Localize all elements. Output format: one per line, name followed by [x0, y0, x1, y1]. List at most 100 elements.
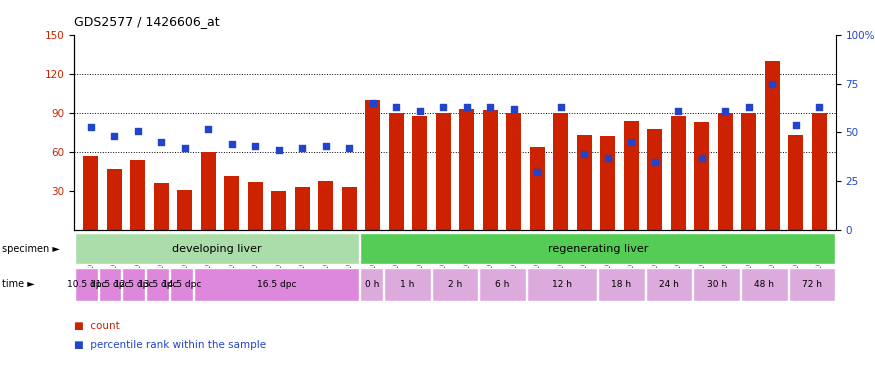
Bar: [177, 190, 192, 230]
Bar: [154, 184, 169, 230]
Point: [154, 139, 168, 146]
Bar: [600, 136, 615, 230]
Point: [742, 104, 756, 110]
Bar: [670, 116, 686, 230]
Point: [648, 159, 662, 165]
Point: [530, 169, 544, 175]
Point: [201, 126, 215, 132]
Bar: [360, 233, 835, 264]
Text: 1 h: 1 h: [400, 280, 415, 289]
Text: 48 h: 48 h: [754, 280, 774, 289]
Point: [601, 155, 615, 161]
Text: GDS2577 / 1426606_at: GDS2577 / 1426606_at: [74, 15, 220, 28]
Point: [483, 104, 497, 110]
Bar: [459, 109, 474, 230]
Text: 16.5 dpc: 16.5 dpc: [257, 280, 297, 289]
Bar: [388, 113, 404, 230]
Point: [225, 141, 239, 147]
Bar: [248, 182, 262, 230]
Text: ■  count: ■ count: [74, 321, 120, 331]
Bar: [811, 113, 827, 230]
Point: [366, 100, 380, 106]
Bar: [193, 268, 360, 301]
Point: [413, 108, 427, 114]
Bar: [318, 181, 333, 230]
Text: 18 h: 18 h: [612, 280, 632, 289]
Bar: [741, 113, 756, 230]
Text: 13.5 dpc: 13.5 dpc: [138, 280, 178, 289]
Bar: [788, 135, 803, 230]
Bar: [480, 268, 526, 301]
Text: 11.5 dpc: 11.5 dpc: [90, 280, 130, 289]
Bar: [75, 233, 360, 264]
Bar: [83, 156, 99, 230]
Point: [248, 143, 262, 149]
Bar: [553, 113, 569, 230]
Bar: [99, 268, 122, 301]
Bar: [598, 268, 645, 301]
Bar: [360, 268, 383, 301]
Text: 10.5 dpc: 10.5 dpc: [66, 280, 106, 289]
Point: [178, 145, 192, 151]
Point: [578, 151, 592, 157]
Text: time ►: time ►: [2, 279, 34, 289]
Bar: [200, 152, 216, 230]
Bar: [123, 268, 145, 301]
Bar: [146, 268, 169, 301]
Point: [108, 133, 122, 139]
Bar: [527, 268, 598, 301]
Bar: [170, 268, 192, 301]
Point: [788, 122, 802, 128]
Point: [437, 104, 451, 110]
Bar: [506, 113, 522, 230]
Text: 72 h: 72 h: [802, 280, 822, 289]
Point: [342, 145, 356, 151]
Bar: [341, 187, 357, 230]
Bar: [295, 187, 310, 230]
Bar: [107, 169, 122, 230]
Point: [389, 104, 403, 110]
Text: 30 h: 30 h: [707, 280, 727, 289]
Bar: [529, 147, 545, 230]
Text: 6 h: 6 h: [495, 280, 510, 289]
Text: ■  percentile rank within the sample: ■ percentile rank within the sample: [74, 340, 267, 350]
Bar: [75, 268, 98, 301]
Bar: [130, 160, 145, 230]
Bar: [648, 129, 662, 230]
Point: [766, 81, 780, 87]
Bar: [765, 61, 780, 230]
Point: [272, 147, 286, 153]
Text: 0 h: 0 h: [365, 280, 379, 289]
Text: 12 h: 12 h: [552, 280, 572, 289]
Point: [507, 106, 521, 112]
Point: [718, 108, 732, 114]
Bar: [694, 122, 710, 230]
Point: [318, 143, 332, 149]
Bar: [646, 268, 692, 301]
Point: [624, 139, 638, 146]
Bar: [224, 175, 240, 230]
Bar: [741, 268, 788, 301]
Text: regenerating liver: regenerating liver: [548, 243, 648, 254]
Bar: [483, 110, 498, 230]
Text: 24 h: 24 h: [659, 280, 679, 289]
Point: [554, 104, 568, 110]
Bar: [436, 113, 451, 230]
Bar: [788, 268, 835, 301]
Point: [695, 155, 709, 161]
Bar: [431, 268, 479, 301]
Point: [459, 104, 473, 110]
Text: specimen ►: specimen ►: [2, 243, 60, 254]
Bar: [577, 135, 592, 230]
Bar: [718, 113, 733, 230]
Bar: [365, 100, 381, 230]
Bar: [271, 191, 286, 230]
Bar: [412, 116, 427, 230]
Text: developing liver: developing liver: [172, 243, 262, 254]
Bar: [693, 268, 740, 301]
Bar: [384, 268, 430, 301]
Text: 14.5 dpc: 14.5 dpc: [162, 280, 201, 289]
Point: [131, 127, 145, 134]
Bar: [624, 121, 639, 230]
Point: [671, 108, 685, 114]
